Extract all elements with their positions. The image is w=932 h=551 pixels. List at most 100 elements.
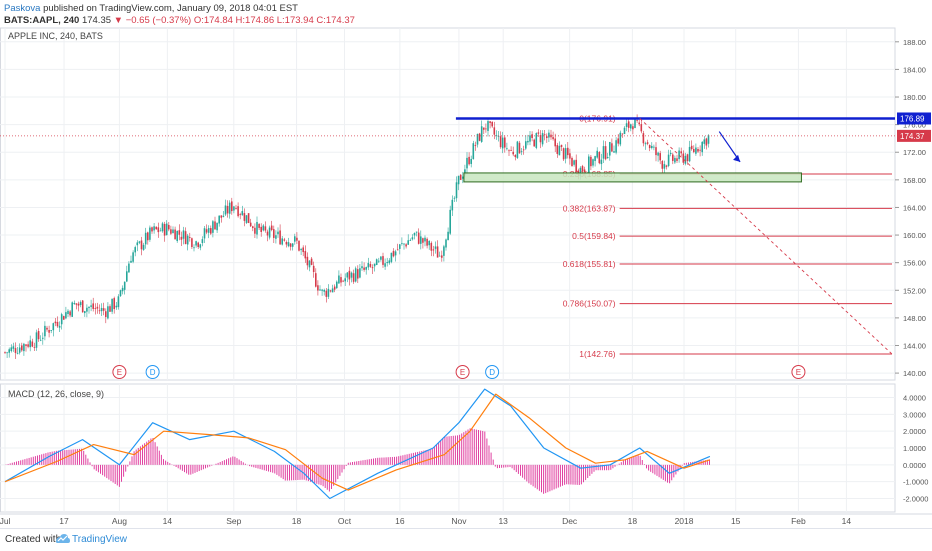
candle-body (455, 182, 458, 199)
candle-body (344, 278, 346, 282)
macd-line (4, 388, 711, 500)
candle-body (338, 275, 340, 284)
candle-body (130, 260, 132, 263)
candle-body (690, 145, 693, 150)
candle-body (678, 150, 680, 160)
macd-y-tick-label: 0.0000 (903, 461, 926, 470)
macd-y-tick-label: 2.0000 (903, 427, 926, 436)
candle-body (373, 263, 376, 267)
candle-body (611, 143, 613, 152)
candle-body (325, 290, 328, 297)
candle-body (308, 260, 311, 268)
candle-body (329, 290, 332, 292)
candle-body (231, 201, 233, 212)
candle-body (289, 243, 292, 247)
candle-body (583, 169, 586, 173)
drawings-layer[interactable] (0, 117, 895, 355)
candle-body (306, 256, 309, 266)
candle-body (655, 147, 657, 156)
resistance-price-tag-bg (897, 112, 931, 125)
candle-body (153, 226, 155, 231)
price-y-tick-label: 156.00 (903, 259, 926, 268)
candle-body (676, 158, 678, 161)
candle-body (126, 271, 128, 282)
candle-body (411, 237, 414, 240)
candle-body (100, 307, 103, 312)
candle-body (489, 121, 491, 124)
candle-body (674, 157, 676, 163)
price-y-tick-label: 184.00 (903, 65, 926, 74)
candle-body (695, 147, 697, 154)
candle-body (426, 238, 428, 246)
author-name[interactable]: Paskova (4, 3, 41, 14)
candle-body (539, 135, 542, 143)
candle-body (65, 312, 67, 319)
candle-body (615, 140, 617, 153)
candle-body (606, 157, 609, 159)
dividend-event-label: D (150, 368, 156, 377)
candle-body (191, 238, 193, 248)
candle-body (193, 247, 195, 249)
candle-body (396, 249, 399, 251)
candle-body (405, 244, 407, 247)
candle-body (693, 148, 695, 153)
candle-body (546, 136, 548, 139)
tradingview-logo-icon[interactable] (55, 532, 71, 546)
price-panel-frame (0, 27, 896, 381)
candle-body (39, 339, 42, 341)
candle-body (201, 239, 204, 244)
candle-body (195, 241, 197, 246)
candle-body (571, 157, 573, 167)
candle-body (327, 288, 330, 297)
support-zone-rectangle (463, 172, 802, 183)
x-tick-label: 17 (59, 516, 69, 526)
candle-body (18, 347, 21, 353)
candle-body (627, 121, 630, 128)
price-panel-title: APPLE INC, 240, BATS (8, 31, 103, 41)
candle-body (520, 151, 523, 153)
candle-body (632, 126, 634, 130)
candle-body (707, 135, 710, 144)
tradingview-brand[interactable]: TradingView (72, 534, 128, 545)
candle-body (516, 141, 519, 158)
candle-body (264, 226, 267, 231)
candle-body (388, 260, 391, 264)
candle-body (107, 306, 109, 319)
candle-body (640, 124, 643, 132)
candle-body (79, 302, 82, 306)
candle-body (336, 281, 338, 289)
candle-body (365, 267, 367, 270)
candle-body (493, 127, 496, 135)
candle-body (600, 159, 603, 165)
created-with-text: Created with (5, 534, 62, 545)
candle-body (119, 290, 122, 297)
fib-level-label: 0.618(155.81) (563, 259, 616, 269)
candle-body (529, 135, 531, 142)
candle-body (222, 215, 225, 217)
candle-body (321, 289, 323, 291)
candle-body (42, 337, 44, 339)
fib-level-label: 0.786(150.07) (563, 299, 616, 309)
candle-body (161, 223, 164, 232)
candle-body (277, 231, 279, 235)
candle-body (31, 341, 34, 347)
candle-body (554, 138, 556, 147)
candle-body (527, 140, 529, 143)
candle-body (504, 137, 506, 148)
candle-body (420, 236, 422, 244)
earnings-event-label: E (117, 368, 122, 377)
candle-body (478, 133, 481, 141)
candle-body (684, 155, 687, 164)
candle-body (457, 175, 460, 185)
candle-body (111, 298, 113, 312)
candle-body (275, 235, 277, 239)
candle-body (548, 132, 550, 138)
candle-body (506, 148, 508, 150)
candle-body (252, 226, 254, 229)
candle-body (159, 230, 162, 232)
candle-body (413, 232, 416, 236)
ohlc-values: O:174.84 H:174.86 L:173.94 C:174.37 (193, 15, 355, 26)
candle-body (682, 153, 685, 163)
candle-body (174, 229, 176, 240)
